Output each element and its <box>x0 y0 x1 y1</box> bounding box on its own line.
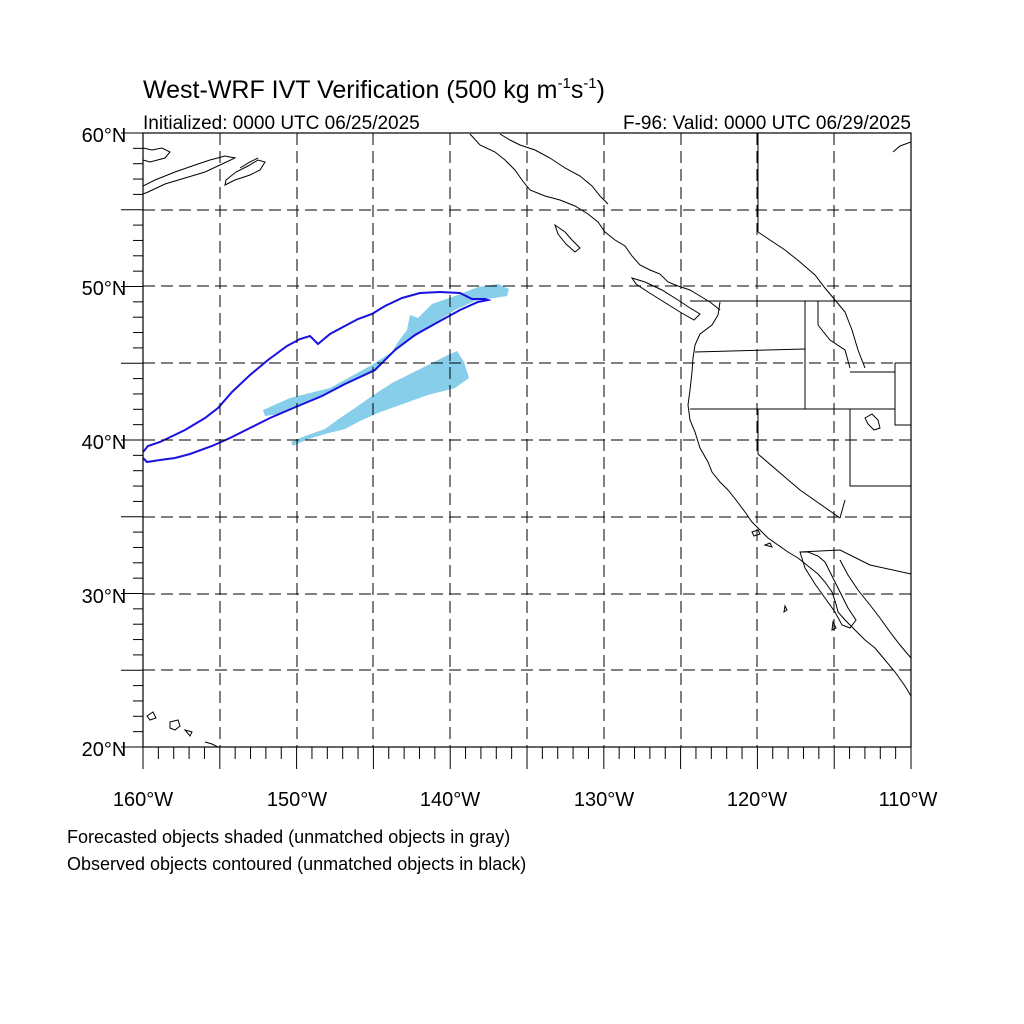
lat-label-40n: 40°N <box>82 432 127 454</box>
valid-time-label: F-96: Valid: 0000 UTC 06/29/2025 <box>623 113 911 134</box>
caption-observed: Observed objects contoured (unmatched ob… <box>67 854 526 874</box>
political-boundaries <box>690 133 911 575</box>
lon-label-130w: 130°W <box>574 789 634 811</box>
lat-label-60n: 60°N <box>82 125 127 147</box>
lon-label-160w: 160°W <box>113 789 173 811</box>
axis-ticks <box>121 132 912 769</box>
graticule <box>143 133 911 747</box>
forecast-objects <box>263 284 509 446</box>
longitude-labels: 160°W 150°W 140°W 130°W 120°W 110°W <box>113 789 938 811</box>
forecast-object-north <box>263 284 509 416</box>
initialized-label: Initialized: 0000 UTC 06/25/2025 <box>143 113 420 134</box>
caption-forecast: Forecasted objects shaded (unmatched obj… <box>67 827 510 847</box>
coastlines <box>143 133 911 747</box>
lon-label-150w: 150°W <box>267 789 327 811</box>
lon-label-120w: 120°W <box>727 789 787 811</box>
figure-title: West-WRF IVT Verification (500 kg m-1s-1… <box>143 75 605 104</box>
forecast-object-south <box>291 351 469 446</box>
latitude-labels: 60°N 50°N 40°N 30°N 20°N <box>82 125 127 761</box>
lon-label-110w: 110°W <box>879 789 938 811</box>
observed-object-contour <box>143 290 492 464</box>
lon-label-140w: 140°W <box>420 789 480 811</box>
lat-label-20n: 20°N <box>82 739 127 761</box>
lat-label-30n: 30°N <box>82 586 127 608</box>
lat-label-50n: 50°N <box>82 278 127 300</box>
